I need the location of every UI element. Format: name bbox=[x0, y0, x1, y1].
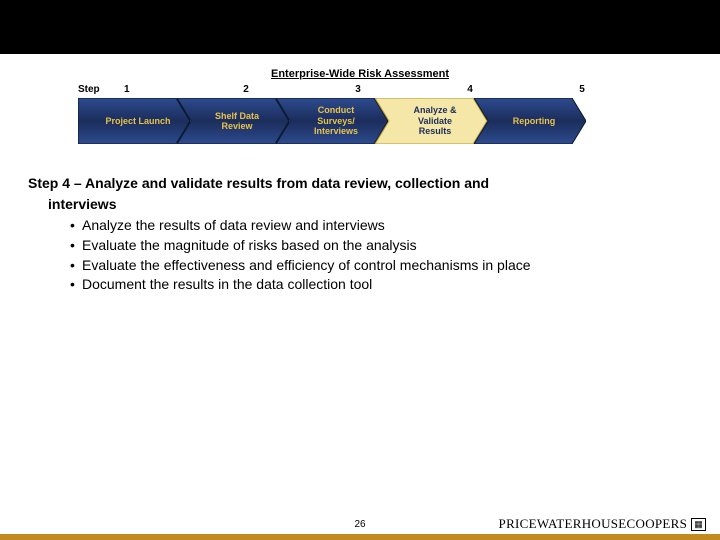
bullet-item: Evaluate the magnitude of risks based on… bbox=[70, 236, 692, 255]
process-step-arrow: Analyze &ValidateResults bbox=[375, 98, 487, 144]
slide-body: Step 4 – Analyze and validate results fr… bbox=[28, 174, 692, 294]
process-step-label: Reporting bbox=[499, 116, 562, 126]
process-step-label: Analyze &ValidateResults bbox=[399, 105, 462, 136]
process-step-label: ConductSurveys/Interviews bbox=[300, 105, 364, 136]
step-number: 4 bbox=[414, 84, 526, 98]
step-number-row: Step12345 bbox=[78, 84, 638, 98]
bullet-list: Analyze the results of data review and i… bbox=[70, 216, 692, 295]
process-step-arrow: Shelf DataReview bbox=[177, 98, 289, 144]
process-step-arrow: Reporting bbox=[474, 98, 586, 144]
step-number: 2 bbox=[190, 84, 302, 98]
diagram-title: Enterprise-Wide Risk Assessment bbox=[0, 68, 720, 80]
process-diagram: Enterprise-Wide Risk Assessment Step1234… bbox=[0, 68, 720, 144]
process-step-arrow: Project Launch bbox=[78, 98, 190, 144]
process-step-arrow: ConductSurveys/Interviews bbox=[276, 98, 388, 144]
arrow-row: Project Launch Shelf DataReview ConductS… bbox=[78, 98, 658, 144]
step-number: 3 bbox=[302, 84, 414, 98]
top-black-bar bbox=[0, 0, 720, 54]
step-heading-line2: interviews bbox=[28, 195, 692, 214]
process-step-label: Shelf DataReview bbox=[201, 111, 265, 132]
bullet-item: Document the results in the data collect… bbox=[70, 275, 692, 294]
step-heading-line1: Step 4 – Analyze and validate results fr… bbox=[28, 174, 692, 193]
footer-logo-mark: ▦ bbox=[691, 518, 706, 531]
bottom-gold-bar bbox=[0, 534, 720, 540]
footer-logo: PRICEWATERHOUSECOOPERS ▦ bbox=[499, 516, 706, 532]
bullet-item: Analyze the results of data review and i… bbox=[70, 216, 692, 235]
process-step-label: Project Launch bbox=[91, 116, 176, 126]
footer-logo-text: PRICEWATERHOUSECOOPERS bbox=[499, 516, 688, 532]
step-number: Step1 bbox=[78, 84, 190, 98]
bullet-item: Evaluate the effectiveness and efficienc… bbox=[70, 256, 692, 275]
step-number: 5 bbox=[526, 84, 638, 98]
